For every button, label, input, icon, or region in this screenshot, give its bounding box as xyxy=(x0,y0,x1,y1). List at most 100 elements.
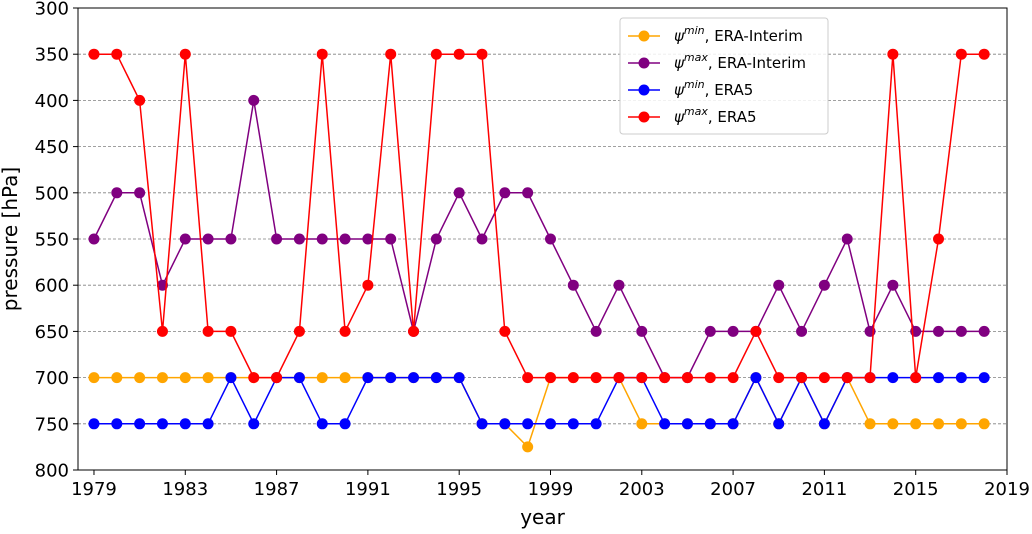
x-axis-label: year xyxy=(520,505,565,529)
data-point xyxy=(248,94,260,106)
data-point xyxy=(955,48,967,60)
data-point xyxy=(681,418,693,430)
data-point xyxy=(864,418,876,430)
data-point xyxy=(179,233,191,245)
data-point xyxy=(476,418,488,430)
y-tick-label: 600 xyxy=(35,276,69,297)
data-point xyxy=(522,418,534,430)
x-tick-label: 2019 xyxy=(984,479,1030,500)
data-point xyxy=(887,418,899,430)
legend-entry: ψmin, ERA5 xyxy=(628,78,753,99)
data-point xyxy=(773,372,785,384)
data-point xyxy=(179,372,191,384)
y-tick-label: 700 xyxy=(35,368,69,389)
data-point xyxy=(225,325,237,337)
data-point xyxy=(727,418,739,430)
data-point xyxy=(841,372,853,384)
data-point xyxy=(179,48,191,60)
legend-label: ψmax, ERA5 xyxy=(674,105,757,126)
data-point xyxy=(293,325,305,337)
data-point xyxy=(476,48,488,60)
legend: ψmin, ERA-Interim ψmax, ERA-Interim ψmin, … xyxy=(619,17,829,135)
legend-marker xyxy=(638,111,650,123)
data-point xyxy=(978,418,990,430)
data-point xyxy=(978,372,990,384)
data-point xyxy=(567,372,579,384)
data-point xyxy=(636,325,648,337)
data-point xyxy=(818,418,830,430)
data-point xyxy=(408,372,420,384)
x-tick-label: 2003 xyxy=(619,479,665,500)
data-point xyxy=(430,233,442,245)
y-tick-label: 450 xyxy=(35,137,69,158)
legend-entry: ψmax, ERA5 xyxy=(628,105,757,126)
data-point xyxy=(88,418,100,430)
data-point xyxy=(271,233,283,245)
data-point xyxy=(499,187,511,199)
x-tick-label: 1987 xyxy=(254,479,300,500)
data-point xyxy=(111,48,123,60)
data-point xyxy=(590,325,602,337)
data-point xyxy=(864,372,876,384)
data-point xyxy=(430,48,442,60)
data-point xyxy=(362,372,374,384)
data-point xyxy=(590,418,602,430)
data-point xyxy=(385,233,397,245)
data-point xyxy=(316,233,328,245)
data-point xyxy=(499,418,511,430)
legend-marker xyxy=(638,30,650,42)
y-tick-label: 800 xyxy=(35,461,69,482)
data-point xyxy=(453,48,465,60)
data-point xyxy=(978,325,990,337)
data-point xyxy=(910,418,922,430)
data-point xyxy=(339,372,351,384)
data-point xyxy=(134,187,146,199)
legend-marker xyxy=(638,84,650,96)
data-point xyxy=(933,233,945,245)
y-tick-label: 650 xyxy=(35,322,69,343)
data-point xyxy=(841,233,853,245)
data-point xyxy=(613,372,625,384)
legend-entry: ψmin, ERA-Interim xyxy=(628,24,803,45)
data-point xyxy=(727,372,739,384)
data-point xyxy=(933,325,945,337)
y-tick-label: 300 xyxy=(35,0,69,20)
data-point xyxy=(202,418,214,430)
data-point xyxy=(522,187,534,199)
data-point xyxy=(293,372,305,384)
x-tick-label: 1999 xyxy=(528,479,574,500)
data-point xyxy=(248,372,260,384)
series-line xyxy=(94,375,985,449)
data-point xyxy=(316,48,328,60)
data-point xyxy=(88,372,100,384)
data-point xyxy=(613,279,625,291)
data-point xyxy=(202,372,214,384)
data-point xyxy=(430,372,442,384)
data-point xyxy=(933,418,945,430)
x-tick-label: 1979 xyxy=(71,479,117,500)
y-tick-label: 500 xyxy=(35,183,69,204)
x-tick-label: 1991 xyxy=(345,479,391,500)
data-point xyxy=(544,418,556,430)
legend-box xyxy=(619,17,829,135)
legend-marker xyxy=(638,57,650,69)
data-point xyxy=(567,279,579,291)
data-point xyxy=(773,279,785,291)
data-point xyxy=(955,372,967,384)
data-point xyxy=(111,372,123,384)
data-point xyxy=(704,418,716,430)
series-layer xyxy=(88,48,990,453)
data-point xyxy=(590,372,602,384)
data-point xyxy=(978,48,990,60)
data-point xyxy=(134,418,146,430)
data-point xyxy=(362,279,374,291)
data-point xyxy=(659,418,671,430)
data-point xyxy=(225,233,237,245)
data-point xyxy=(362,233,374,245)
data-point xyxy=(796,372,808,384)
x-tick-label: 2011 xyxy=(801,479,847,500)
data-point xyxy=(887,279,899,291)
data-point xyxy=(202,325,214,337)
